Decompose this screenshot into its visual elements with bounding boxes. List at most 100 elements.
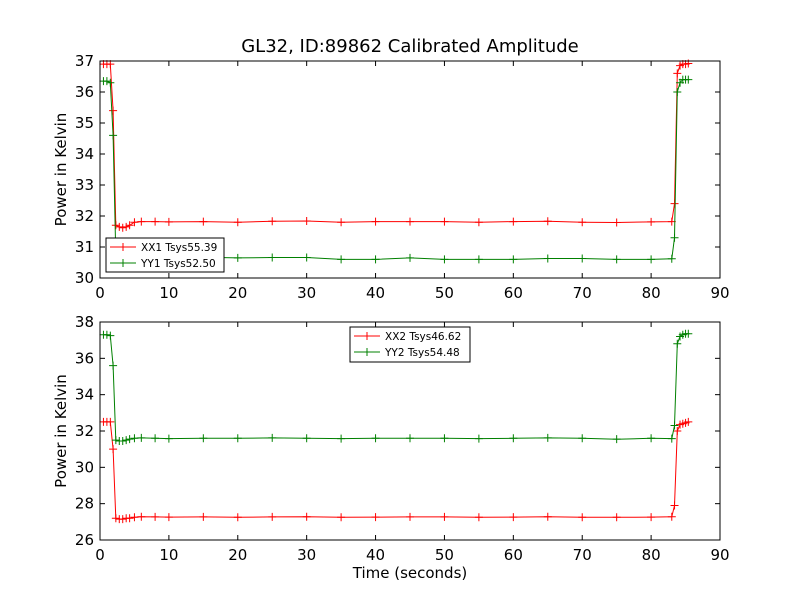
x-tick-label-top-20: 20 (228, 284, 247, 302)
data-point-xx1-tsys55-39-7 (122, 222, 131, 231)
data-point-xx1-tsys55-39-12 (164, 217, 173, 226)
x-tick-label-bottom-10: 10 (159, 546, 178, 564)
data-point-xx1-tsys55-39-16 (302, 216, 311, 225)
legend-marker-yy2-tsys54-48 (363, 348, 371, 356)
data-point-xx1-tsys55-39-10 (137, 217, 146, 226)
legend-label-yy1-tsys52-50: YY1 Tsys52.50 (140, 258, 216, 270)
series-xx2-tsys46-62 (99, 417, 693, 524)
data-point-xx2-tsys46-62-12 (164, 513, 173, 522)
data-point-xx1-tsys55-39-9 (130, 218, 139, 227)
data-point-yy2-tsys54-48-3 (109, 361, 118, 370)
data-point-yy2-tsys54-48-27 (667, 434, 676, 443)
data-point-yy2-tsys54-48-24 (578, 434, 587, 443)
data-point-yy2-tsys54-48-9 (130, 434, 139, 443)
legend-box-top (105, 237, 225, 273)
legend-marker-xx1-tsys55-39 (119, 243, 127, 251)
data-point-yy2-tsys54-48-18 (371, 434, 380, 443)
legend-marker-yy1-tsys52-50 (119, 259, 127, 267)
plot-frame-bottom (99, 321, 721, 541)
data-point-xx2-tsys46-62-10 (137, 512, 146, 521)
data-point-yy1-tsys52-50-24 (578, 254, 587, 263)
legend-bottom: XX2 Tsys46.62 YY2 Tsys54.48 (349, 326, 471, 363)
y-tick-label-top-35: 35 (75, 114, 94, 132)
data-point-xx2-tsys46-62-29 (673, 427, 682, 435)
legend-top: XX1 Tsys55.39 YY1 Tsys52.50 (105, 237, 225, 273)
y-tick-label-top-31: 31 (75, 238, 94, 256)
data-point-xx1-tsys55-39-19 (406, 217, 414, 226)
data-point-yy2-tsys54-48-4 (111, 436, 120, 445)
x-tick-label-bottom-0: 0 (95, 546, 105, 564)
y-tick-label-top-36: 36 (75, 83, 94, 101)
axes-bottom: 0 10 20 30 40 50 60 70 80 90 26 28 30 32 34 36 38 (75, 313, 730, 564)
chart-top: 0 10 20 30 40 50 60 70 80 90 30 31 32 33 34 35 36 37 XX1 … (52, 52, 730, 302)
data-point-xx2-tsys46-62-14 (233, 513, 242, 522)
data-point-xx2-tsys46-62-25 (612, 513, 621, 522)
data-point-yy1-tsys52-50-25 (612, 255, 621, 264)
y-tick-label-bottom-26: 26 (75, 531, 94, 549)
data-point-xx1-tsys55-39-20 (440, 217, 449, 226)
data-point-xx1-tsys55-39-13 (199, 217, 208, 226)
data-point-yy2-tsys54-48-10 (137, 433, 146, 442)
data-point-xx1-tsys55-39-11 (151, 217, 160, 226)
data-point-yy2-tsys54-48-22 (509, 434, 518, 443)
data-point-yy1-tsys52-50-15 (268, 253, 277, 262)
x-tick-label-top-0: 0 (95, 284, 105, 302)
x-tick-label-bottom-40: 40 (366, 546, 385, 564)
data-point-yy2-tsys54-48-25 (612, 435, 621, 444)
data-point-xx2-tsys46-62-2 (106, 417, 115, 426)
data-point-yy1-tsys52-50-16 (302, 253, 311, 262)
data-point-xx1-tsys55-39-3 (109, 106, 118, 115)
data-point-yy2-tsys54-48-16 (302, 434, 311, 443)
data-point-xx2-tsys46-62-18 (371, 513, 380, 522)
data-point-yy2-tsys54-48-6 (118, 436, 127, 445)
legend-label-xx2-tsys46-62: XX2 Tsys46.62 (385, 331, 461, 343)
data-point-xx1-tsys55-39-17 (337, 218, 346, 227)
data-point-xx1-tsys55-39-23 (543, 217, 552, 226)
data-point-yy2-tsys54-48-28 (670, 421, 679, 430)
data-point-xx2-tsys46-62-26 (647, 513, 656, 522)
x-tick-label-bottom-60: 60 (504, 546, 523, 564)
data-point-yy1-tsys52-50-27 (667, 254, 676, 263)
data-point-xx2-tsys46-62-3 (109, 445, 118, 454)
series-yy2-tsys54-48 (99, 329, 693, 445)
data-point-xx2-tsys46-62-4 (111, 514, 120, 523)
data-point-yy1-tsys52-50-1 (102, 77, 111, 86)
data-point-yy1-tsys52-50-33 (684, 75, 693, 84)
data-point-yy2-tsys54-48-15 (268, 433, 277, 442)
data-point-xx2-tsys46-62-19 (406, 512, 414, 521)
axes-frame-bottom (99, 321, 721, 541)
data-point-xx1-tsys55-39-28 (670, 199, 679, 208)
data-point-yy2-tsys54-48-17 (337, 434, 346, 443)
data-point-yy2-tsys54-48-14 (233, 434, 242, 443)
plot-frame-top (99, 60, 721, 279)
x-tick-label-bottom-30: 30 (297, 546, 316, 564)
data-point-yy2-tsys54-48-7 (122, 436, 131, 445)
data-point-xx1-tsys55-39-29 (673, 69, 682, 78)
x-tick-label-bottom-90: 90 (710, 546, 729, 564)
data-point-yy2-tsys54-48-29 (673, 339, 682, 348)
data-point-yy1-tsys52-50-21 (474, 255, 483, 264)
axes-top: 0 10 20 30 40 50 60 70 80 90 30 31 32 33 34 35 36 37 (75, 52, 730, 302)
y-tick-label-bottom-36: 36 (75, 349, 94, 367)
data-point-xx2-tsys46-62-22 (509, 513, 518, 522)
data-point-yy1-tsys52-50-3 (109, 131, 118, 140)
y-tick-label-bottom-30: 30 (75, 458, 94, 476)
data-point-yy2-tsys54-48-23 (543, 433, 552, 442)
data-point-xx1-tsys55-39-22 (509, 217, 518, 226)
data-point-yy1-tsys52-50-2 (106, 78, 115, 87)
data-point-yy2-tsys54-48-26 (647, 434, 656, 443)
x-tick-label-top-50: 50 (435, 284, 454, 302)
y-tick-label-top-37: 37 (75, 52, 94, 70)
axes-frame-top (99, 60, 721, 279)
x-tick-label-bottom-80: 80 (642, 546, 661, 564)
data-point-xx2-tsys46-62-13 (199, 512, 208, 521)
data-point-yy2-tsys54-48-20 (440, 434, 449, 443)
data-point-xx2-tsys46-62-11 (151, 512, 160, 521)
data-point-yy2-tsys54-48-21 (474, 434, 483, 443)
data-point-yy2-tsys54-48-11 (151, 434, 160, 443)
data-point-xx2-tsys46-62-8 (125, 514, 134, 523)
series-xx1-tsys55-39 (99, 59, 693, 232)
data-point-xx2-tsys46-62-20 (440, 512, 449, 521)
